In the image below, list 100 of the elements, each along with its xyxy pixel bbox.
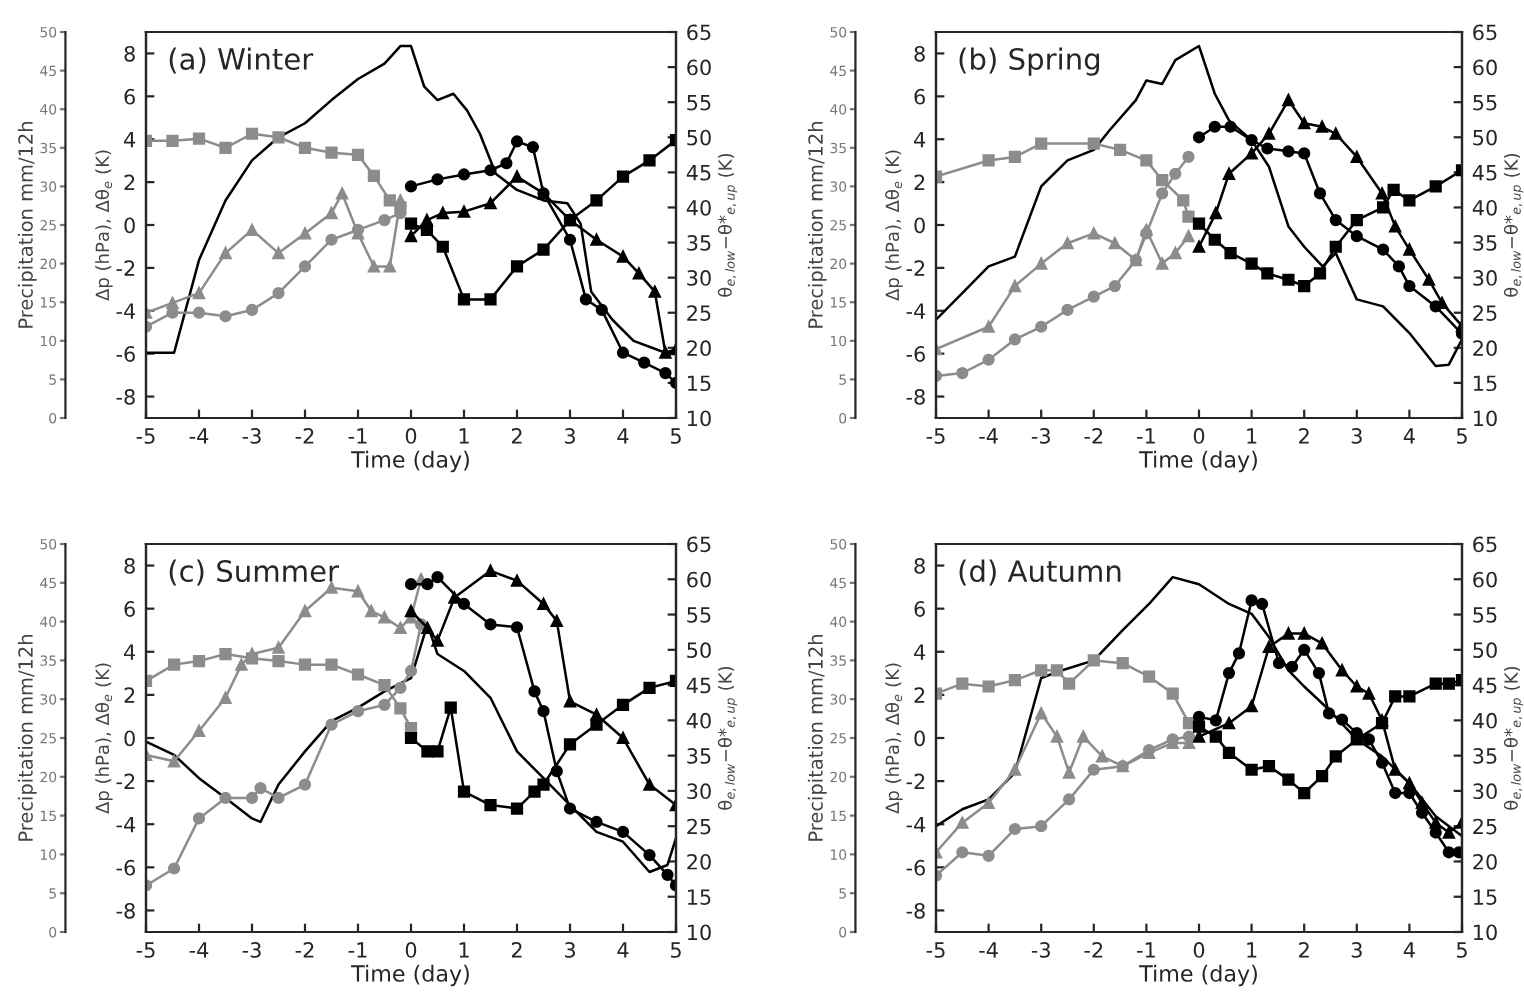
x-tick-label: -5: [926, 428, 945, 444]
y-tick-label: 4: [914, 131, 926, 148]
x-tick-label: 4: [1403, 942, 1415, 958]
x-tick-label: 1: [1247, 942, 1257, 958]
y-tick-label: 8: [124, 45, 135, 62]
y-tick-label: 2: [914, 687, 925, 703]
y2-tick-label: 15: [688, 889, 711, 905]
x-tick-label: 1: [459, 942, 469, 958]
y-tick-label: 8: [914, 45, 925, 62]
chart-title: (c) Summer: [169, 559, 340, 586]
y2-tick-label: 20: [687, 340, 711, 357]
y2-tick-label: 40: [686, 712, 711, 729]
x-tick-label: 0: [1193, 942, 1205, 958]
y-axis-title: Δp (hPa), Δθ$_{e}$ (K): [885, 663, 903, 814]
y-tick-label: -4: [906, 816, 926, 833]
y-tick-label: 6: [914, 601, 925, 617]
y-tick-label: 4: [914, 644, 926, 660]
x-tick-label: 4: [617, 942, 629, 958]
y-axis-title: Δp (hPa), Δθ$_{e}$ (K): [95, 663, 113, 814]
y2-tick-label: 65: [1473, 24, 1497, 41]
y2-tick-label: 45: [686, 165, 711, 181]
x-tick-label: -2: [1084, 428, 1103, 444]
x-tick-label: -4: [979, 942, 998, 958]
y-tick-label: -2: [116, 260, 135, 276]
x-tick-label: 3: [1351, 428, 1362, 444]
x-tick-label: 1: [1247, 428, 1257, 444]
y2-tick-label: 50: [1473, 129, 1497, 146]
x-tick-label: -3: [242, 428, 261, 444]
x-tick-label: -3: [1031, 942, 1050, 958]
y2-tick-label: 45: [1472, 677, 1497, 694]
chart-title: (d) Autumn: [959, 559, 1121, 586]
x-tick-label: -1: [1137, 428, 1155, 444]
y2-tick-label: 55: [1473, 607, 1497, 623]
x-tick-label: 5: [670, 942, 681, 958]
y-tick-label: 8: [914, 558, 925, 574]
x-tick-label: -2: [295, 428, 314, 444]
y2-tick-label: 40: [1472, 199, 1497, 216]
y3-axis-title: Precipitation mm/12h: [807, 635, 827, 841]
y2-tick-label: 15: [1474, 889, 1497, 905]
y2-tick-label: 30: [687, 270, 711, 286]
y2-tick-label: 10: [688, 924, 711, 941]
y-tick-label: 2: [914, 174, 925, 191]
y-tick-label: -8: [906, 389, 925, 405]
y2-tick-label: 50: [687, 642, 711, 659]
y2-tick-label: 30: [687, 783, 711, 800]
y2-tick-label: 35: [1473, 235, 1497, 251]
x-tick-label: -3: [1031, 428, 1050, 444]
x-tick-label: 1: [459, 428, 469, 444]
x-tick-label: 2: [511, 428, 522, 444]
y2-tick-label: 25: [687, 818, 711, 835]
y-tick-label: 8: [124, 558, 135, 574]
x-axis-title: Time (day): [1139, 964, 1257, 987]
y2-tick-label: 15: [688, 375, 711, 392]
y-tick-label: 0: [914, 730, 925, 747]
y-tick-label: -2: [116, 773, 135, 790]
x-tick-label: 3: [564, 942, 575, 958]
y-tick-label: 4: [124, 644, 136, 660]
y-tick-label: 0: [124, 217, 135, 234]
y2-tick-label: 20: [1473, 340, 1497, 357]
y2-tick-label: 65: [687, 24, 711, 41]
y2-tick-label: 50: [687, 129, 711, 146]
y-tick-label: 2: [124, 687, 135, 703]
y2-tick-label: 25: [1473, 818, 1497, 835]
y-tick-label: -6: [906, 346, 925, 362]
x-tick-label: -4: [979, 428, 998, 444]
y3-axis-title: Precipitation mm/12h: [17, 122, 37, 328]
y2-tick-label: 10: [1474, 410, 1497, 427]
y2-tick-label: 55: [687, 94, 711, 111]
x-tick-label: 0: [405, 942, 417, 958]
x-tick-label: 4: [1403, 428, 1415, 444]
y2-tick-label: 60: [687, 59, 711, 76]
x-tick-label: -3: [242, 942, 261, 958]
y2-tick-label: 60: [687, 571, 711, 588]
y-tick-label: -6: [906, 859, 925, 876]
x-tick-label: 3: [1351, 942, 1362, 958]
y-tick-label: -8: [906, 902, 925, 919]
chart-title: (a) Winter: [169, 47, 314, 74]
x-tick-label: -1: [348, 428, 367, 444]
x-axis-title: Time (day): [1139, 450, 1257, 473]
y-axis-title: Δp (hPa), Δθ$_{e}$ (K): [885, 150, 903, 301]
y2-tick-label: 40: [686, 199, 711, 216]
y2-tick-label: 25: [687, 305, 711, 321]
y-tick-label: -6: [116, 859, 135, 876]
x-tick-label: 5: [1456, 428, 1467, 444]
y2-axis-title: θ$_{e,low}$−θ*$_{e,up}$ (K): [1503, 153, 1524, 297]
y-tick-label: 6: [914, 88, 925, 105]
y2-tick-label: 35: [687, 748, 711, 764]
y3-axis-title: Precipitation mm/12h: [17, 635, 37, 841]
y2-tick-label: 45: [1472, 165, 1497, 181]
x-tick-label: -4: [189, 942, 209, 958]
y-tick-label: 4: [124, 131, 136, 148]
y2-tick-label: 20: [687, 853, 711, 870]
x-tick-label: 0: [405, 428, 417, 444]
y-tick-label: 6: [124, 88, 135, 105]
x-axis-title: Time (day): [351, 450, 469, 473]
x-axis-title: Time (day): [351, 964, 469, 987]
y2-tick-label: 40: [1472, 712, 1497, 729]
y-tick-label: 2: [124, 174, 135, 191]
y2-tick-label: 10: [688, 410, 711, 427]
x-tick-label: -5: [136, 942, 155, 958]
